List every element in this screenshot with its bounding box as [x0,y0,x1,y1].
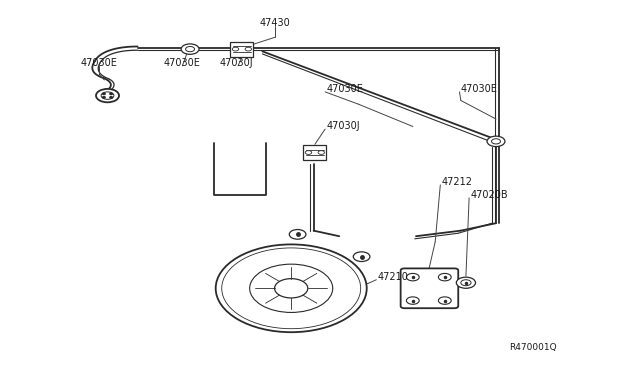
Circle shape [110,93,113,94]
Text: 47030E: 47030E [164,58,201,68]
Circle shape [216,244,367,332]
Circle shape [232,47,239,51]
Bar [303,145,326,160]
Circle shape [492,139,500,144]
Circle shape [245,47,252,51]
Text: 47430: 47430 [260,18,291,28]
Circle shape [305,151,312,154]
Circle shape [406,297,419,304]
Text: 47212: 47212 [442,177,472,187]
Circle shape [250,264,333,312]
Circle shape [186,46,195,52]
Text: 47020B: 47020B [470,190,508,200]
Text: 47030E: 47030E [326,84,364,94]
Text: 47210: 47210 [378,272,408,282]
Circle shape [110,97,113,98]
Circle shape [289,230,306,239]
Text: 47030J: 47030J [326,122,360,131]
FancyBboxPatch shape [401,269,458,308]
Circle shape [101,92,114,99]
Circle shape [461,280,471,286]
Circle shape [353,252,370,262]
Bar [230,42,253,57]
Text: R470001Q: R470001Q [509,343,557,352]
Text: 47030E: 47030E [81,58,118,68]
Circle shape [438,273,451,281]
Circle shape [221,248,361,329]
Circle shape [96,89,119,102]
Circle shape [102,93,105,94]
Circle shape [487,136,505,147]
Circle shape [318,151,324,154]
Text: 47030J: 47030J [220,58,253,68]
Circle shape [275,279,308,298]
Circle shape [102,97,105,98]
Circle shape [438,297,451,304]
Text: 47030E: 47030E [461,84,498,94]
Circle shape [181,44,199,54]
Circle shape [406,273,419,281]
Circle shape [456,277,476,288]
